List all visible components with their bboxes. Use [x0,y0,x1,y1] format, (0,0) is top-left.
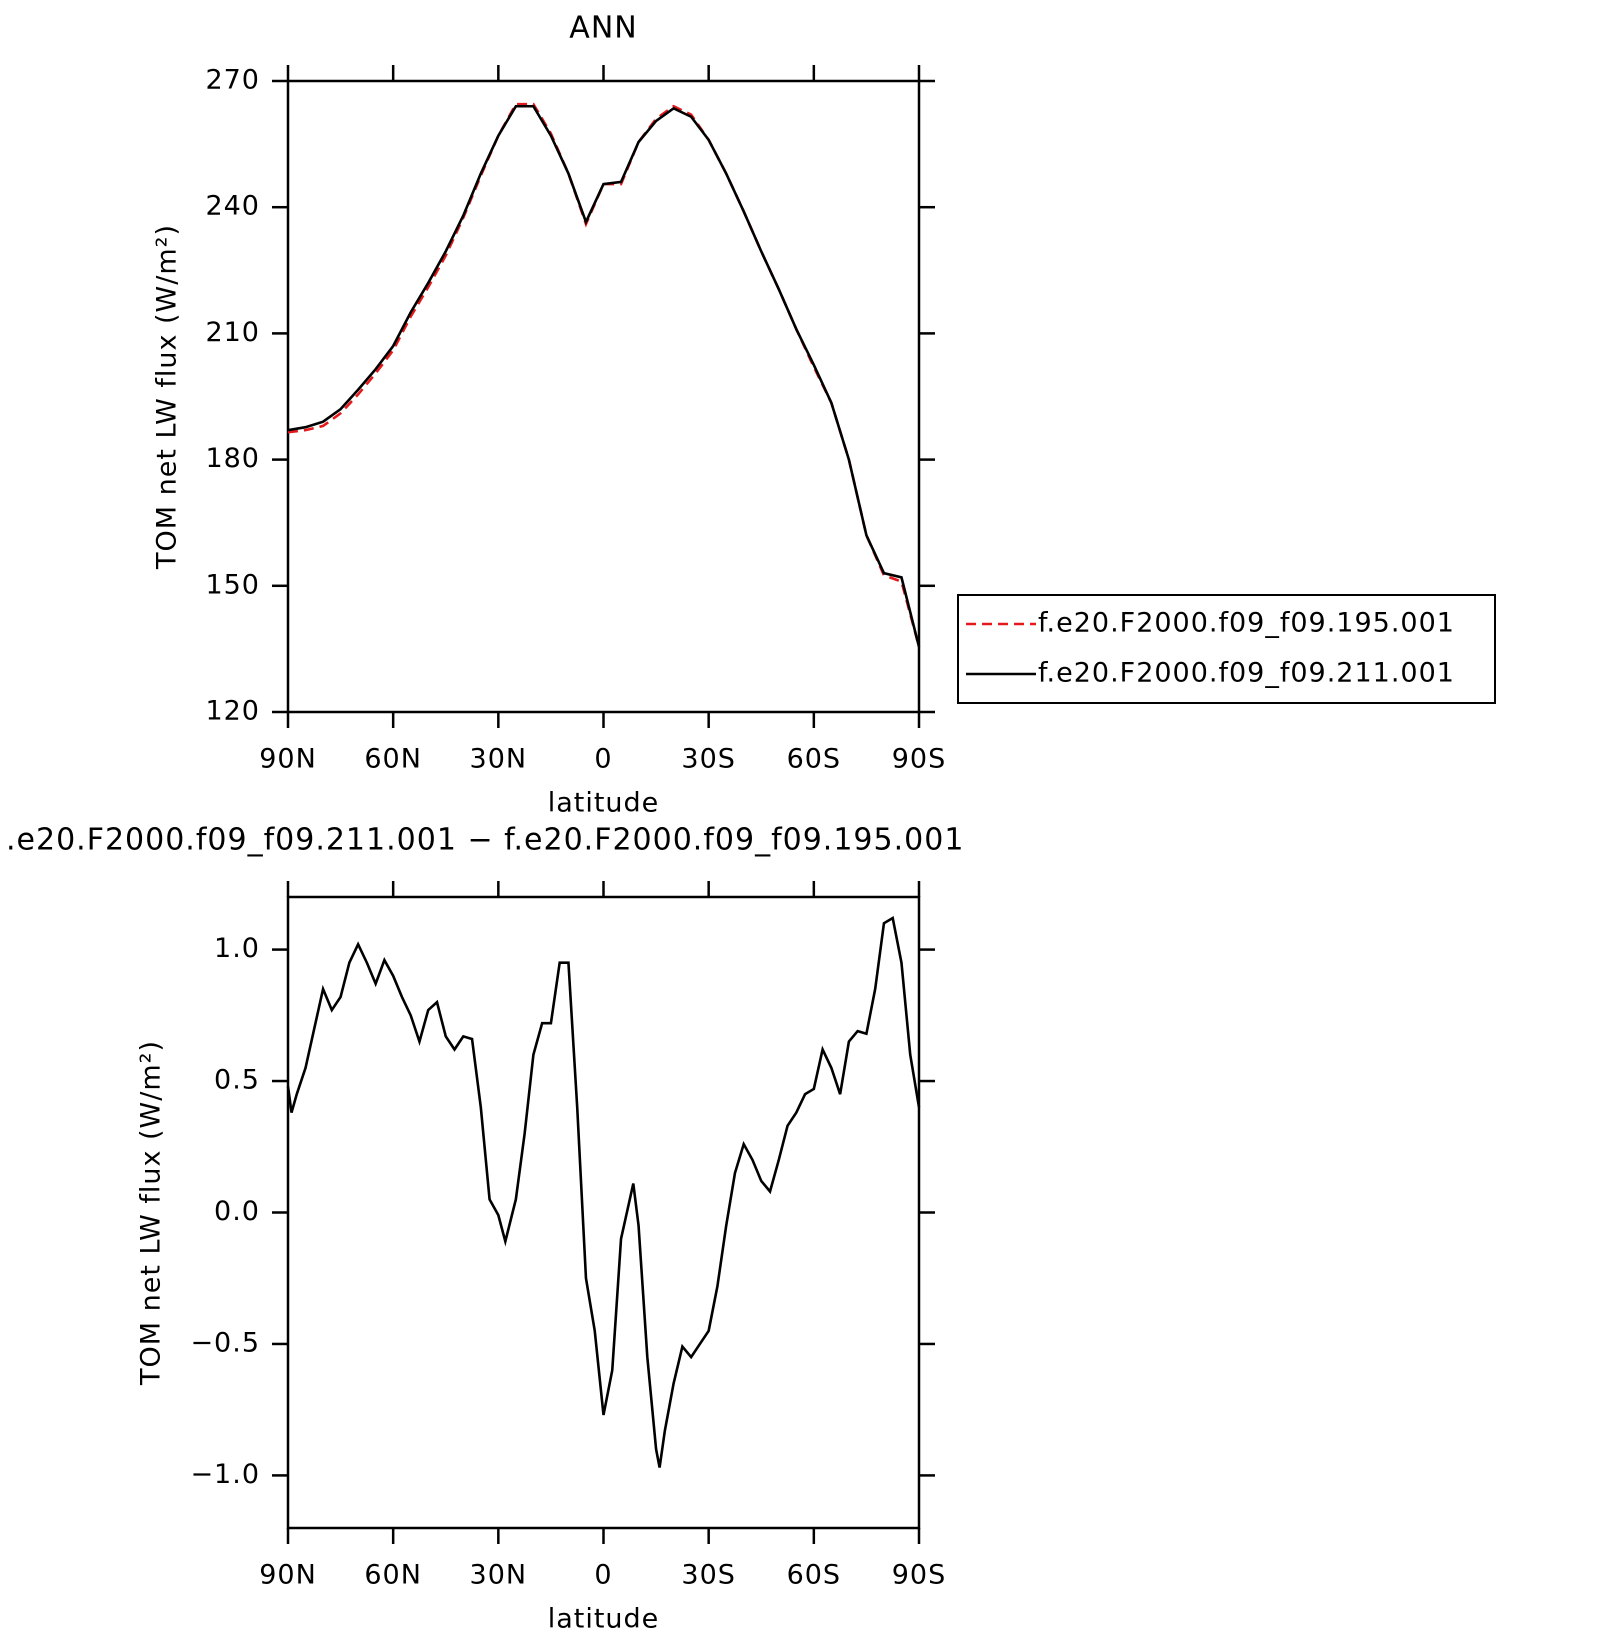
x-tick-label: 0 [594,744,612,775]
x-axis-label: latitude [548,1604,660,1635]
x-tick-label: 90N [259,744,317,775]
y-tick-label: 0.5 [214,1065,260,1096]
x-tick-label: 60N [364,1560,422,1591]
legend-label: f.e20.F2000.f09_f09.195.001 [1038,608,1455,639]
legend-box [957,594,1496,704]
y-tick-label: 0.0 [214,1196,260,1227]
x-tick-label: 30N [470,744,528,775]
x-axis-label: latitude [548,788,660,819]
y-tick-label: 270 [205,65,260,96]
y-tick-label: 180 [205,443,260,474]
x-tick-label: 90S [892,744,947,775]
y-tick-label: −1.0 [190,1459,260,1490]
y-tick-label: 240 [205,191,260,222]
x-tick-label: 60N [364,744,422,775]
y-tick-label: 210 [205,317,260,348]
plot-frame [286,895,921,1530]
y-tick-label: 1.0 [214,933,260,964]
x-tick-label: 30N [470,1560,528,1591]
x-tick-label: 90S [892,1560,947,1591]
plot-frame [286,79,921,714]
series-line [286,915,921,1468]
chart-title: .e20.F2000.f09_f09.211.001 − f.e20.F2000… [6,823,964,858]
x-tick-label: 60S [787,744,842,775]
y-tick-label: −0.5 [190,1327,260,1358]
y-tick-label: 150 [205,569,260,600]
series-line [287,104,921,648]
legend-label: f.e20.F2000.f09_f09.211.001 [1038,658,1455,689]
x-tick-label: 60S [787,1560,842,1591]
x-tick-label: 30S [681,744,736,775]
y-axis-label: TOM net LW flux (W/m²) [152,224,183,570]
chart-title: ANN [569,11,637,46]
legend: f.e20.F2000.f09_f09.195.001 f.e20.F2000.f… [957,594,1496,704]
y-tick-label: 120 [205,696,260,727]
x-tick-label: 30S [681,1560,736,1591]
x-tick-label: 90N [259,1560,317,1591]
y-axis-label: TOM net LW flux (W/m²) [136,1040,167,1386]
x-tick-label: 0 [594,1560,612,1591]
